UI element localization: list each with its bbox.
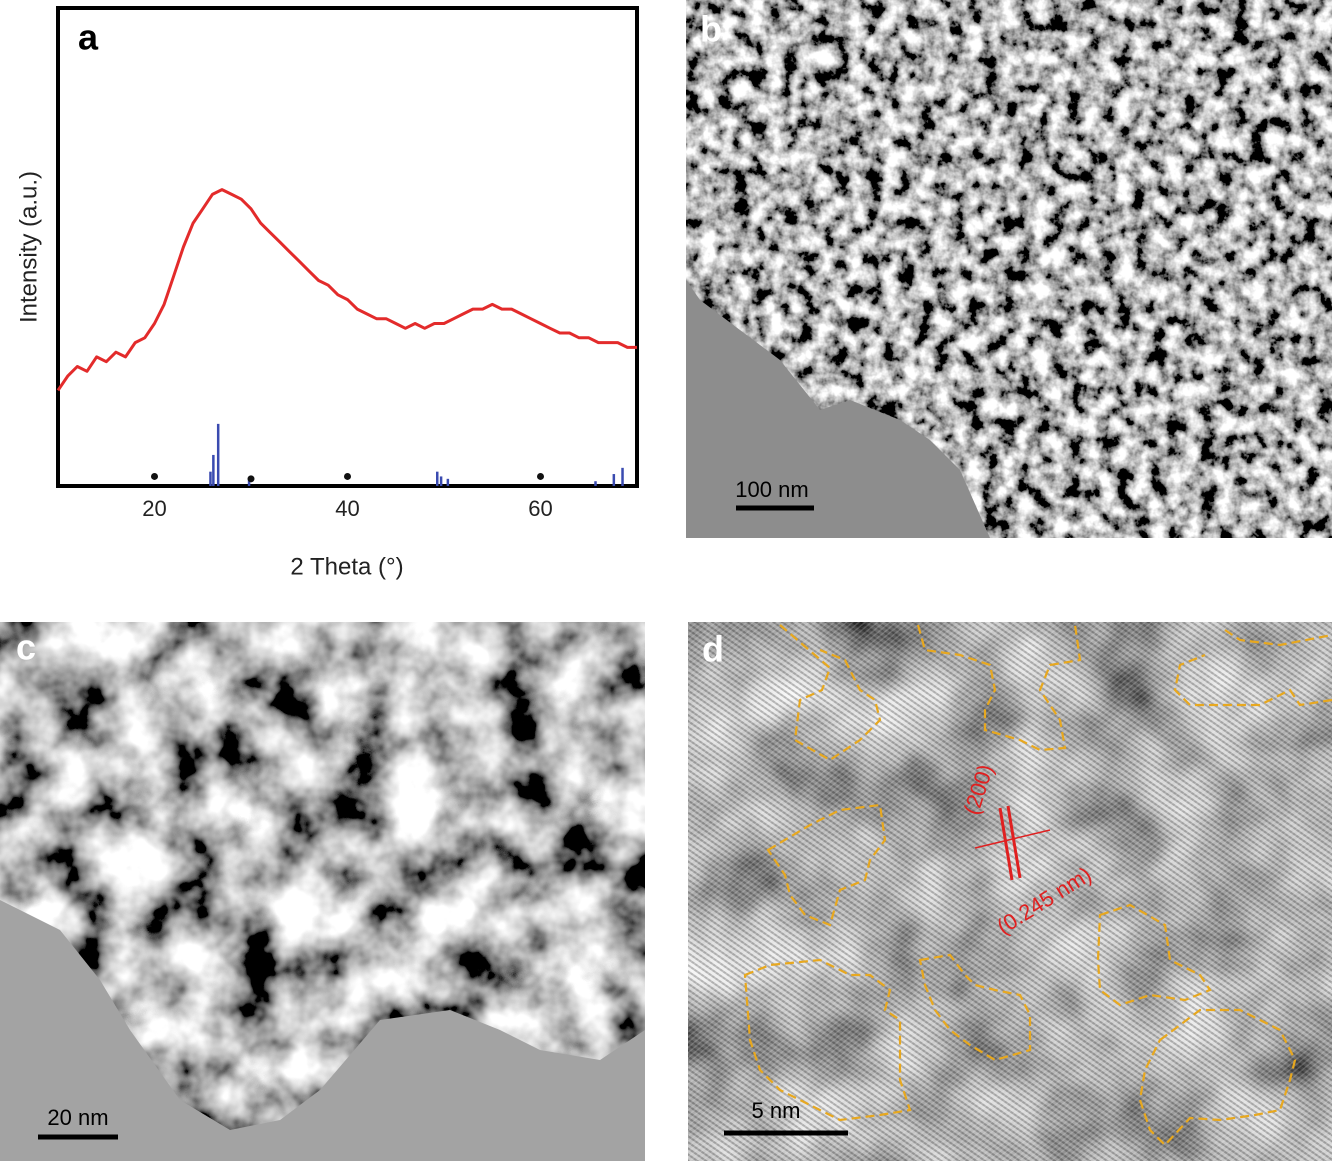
tem-image-c: c 20 nm <box>0 622 645 1161</box>
y-axis-label: Intensity (a.u.) <box>15 171 42 323</box>
lattice <box>688 622 1332 1161</box>
reference-marker <box>151 472 158 480</box>
panel-label: c <box>16 627 36 668</box>
panel-label: a <box>78 17 99 58</box>
grain-outline <box>1096 903 1212 1007</box>
hrtem-image-d: (200) (0.245 nm) d 5 nm <box>688 622 1332 1161</box>
x-tick-label: 60 <box>528 496 552 521</box>
grain-outline <box>1138 1008 1297 1147</box>
tem-image-b: b 100 nm <box>686 0 1332 538</box>
panel-label: d <box>702 629 724 670</box>
x-tick-label: 40 <box>335 496 359 521</box>
grain-outline <box>918 953 1032 1062</box>
scale-bar-label: 5 nm <box>752 1098 801 1123</box>
x-axis-label: 2 Theta (°) <box>290 553 403 580</box>
reference-marker <box>344 472 351 480</box>
grain-outline <box>766 803 887 927</box>
spacing-arrow <box>974 829 1051 849</box>
scale-bar-label: 100 nm <box>735 477 808 502</box>
reference-marker <box>247 475 255 483</box>
reference-marker <box>537 472 544 480</box>
grain-outline <box>1173 629 1332 707</box>
scale-bar-label: 20 nm <box>47 1105 108 1130</box>
panel-label: b <box>700 9 722 50</box>
grain-outline <box>916 624 1082 752</box>
x-tick-label: 20 <box>142 496 166 521</box>
lattice-fringe <box>998 807 1014 881</box>
lattice-fringe <box>1006 805 1022 879</box>
xrd-curve <box>56 188 637 392</box>
xrd-panel: a 2 Theta (°) Intensity (a.u.) 20 40 60 <box>15 6 639 580</box>
grain-outline <box>779 624 882 762</box>
grain-outline <box>743 958 912 1122</box>
plot-frame <box>56 6 639 488</box>
